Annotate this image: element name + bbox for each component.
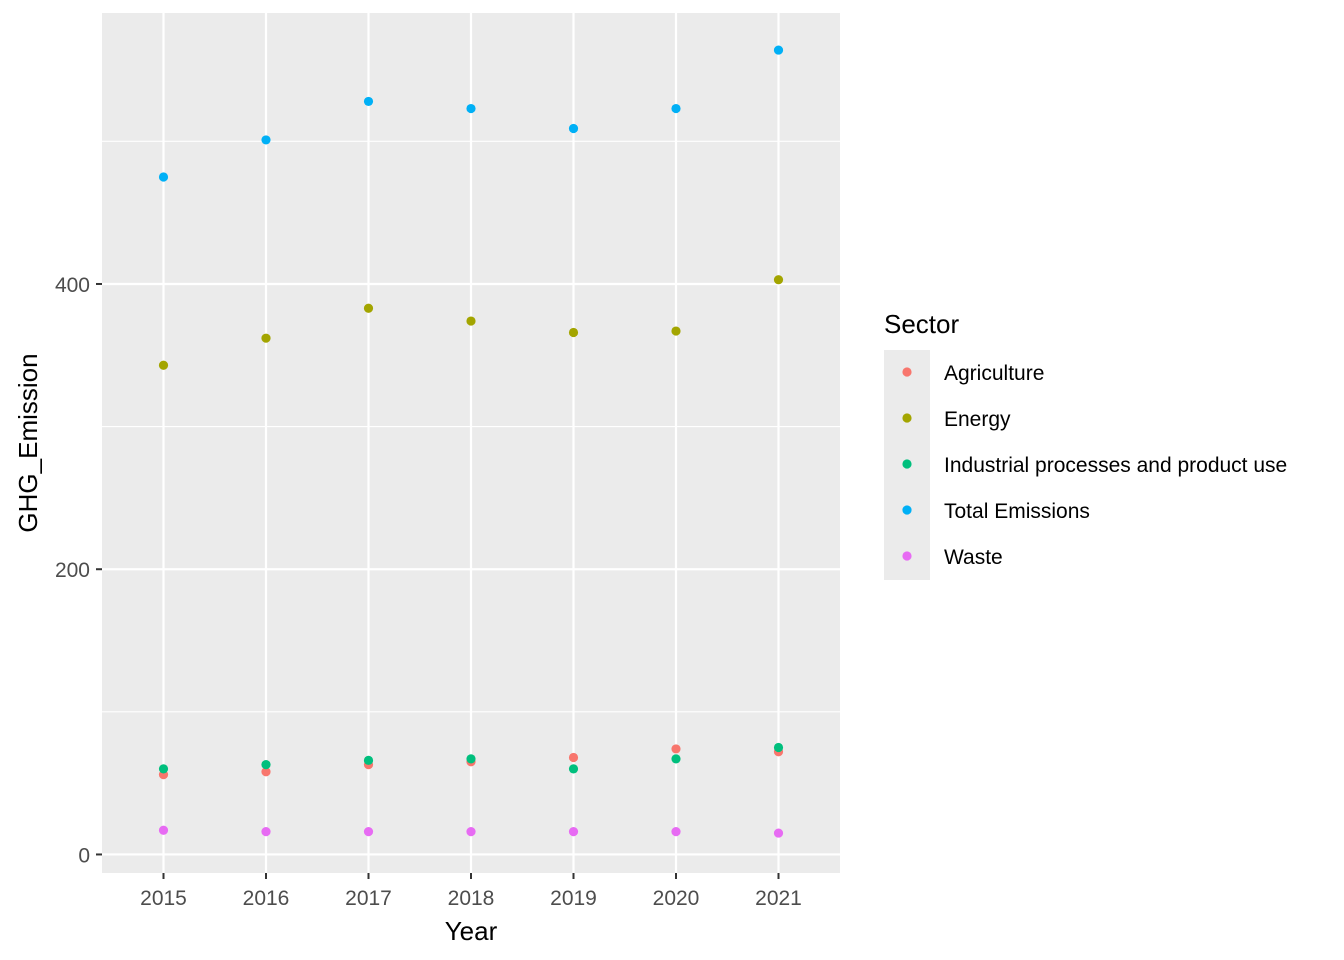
point xyxy=(568,123,579,134)
y-tick-label: 200 xyxy=(55,559,90,582)
point xyxy=(466,827,476,837)
point xyxy=(261,767,271,777)
x-tick-label: 2021 xyxy=(755,887,802,910)
legend-key xyxy=(902,367,912,377)
point xyxy=(773,275,784,285)
point xyxy=(671,827,681,837)
legend-label: Total Emissions xyxy=(944,500,1090,523)
legend-label: Waste xyxy=(944,546,1003,569)
point xyxy=(158,360,169,370)
point xyxy=(363,303,374,313)
data-points xyxy=(158,45,784,838)
y-tick-label: 0 xyxy=(78,844,90,867)
y-axis: 0 200 400 xyxy=(55,274,102,867)
y-axis-label: GHG_Emission xyxy=(13,353,43,532)
point xyxy=(363,96,374,107)
x-tick-label: 2016 xyxy=(243,887,290,910)
point xyxy=(671,754,681,764)
x-tick-label: 2018 xyxy=(448,887,495,910)
point xyxy=(158,825,169,835)
point xyxy=(671,103,681,114)
legend-title: Sector xyxy=(884,309,959,339)
point xyxy=(158,764,169,774)
legend-label: Industrial processes and product use xyxy=(944,454,1287,477)
point xyxy=(363,755,374,765)
legend-key xyxy=(902,505,912,515)
point xyxy=(261,760,271,770)
point xyxy=(261,827,271,837)
y-tick-label: 400 xyxy=(55,274,90,297)
x-tick-label: 2015 xyxy=(140,887,187,910)
legend-label: Energy xyxy=(944,408,1011,431)
legend-label: Agriculture xyxy=(944,362,1044,385)
x-tick-label: 2017 xyxy=(345,887,392,910)
point xyxy=(158,172,169,182)
point xyxy=(466,316,476,326)
point xyxy=(773,742,784,753)
legend-key xyxy=(902,413,912,423)
major-gridlines xyxy=(102,13,840,873)
point xyxy=(568,327,579,338)
x-axis-label: Year xyxy=(445,916,498,946)
point xyxy=(466,754,476,764)
point xyxy=(671,744,681,754)
legend-key xyxy=(902,551,912,561)
legend: Sector Agriculture Energy Industrial proce… xyxy=(884,309,1287,580)
point xyxy=(466,103,476,114)
point xyxy=(363,827,374,837)
x-tick-label: 2019 xyxy=(550,887,597,910)
point xyxy=(671,326,681,336)
point xyxy=(568,764,579,774)
point xyxy=(773,45,784,55)
point xyxy=(568,752,579,763)
legend-key xyxy=(902,459,912,469)
point xyxy=(261,333,271,343)
x-tick-label: 2020 xyxy=(653,887,700,910)
point xyxy=(261,135,271,145)
x-axis: 2015 2016 2017 2018 2019 2020 2021 xyxy=(140,873,802,910)
point xyxy=(568,827,579,837)
point xyxy=(773,828,784,838)
